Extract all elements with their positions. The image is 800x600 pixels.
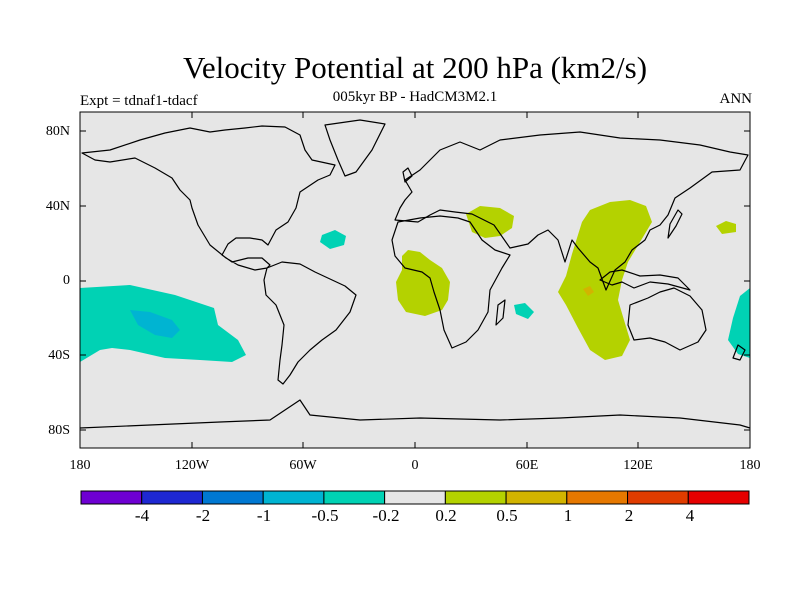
colorbar-label: -2	[195, 506, 211, 525]
colorbar-swatch	[201, 490, 264, 505]
coast-north-america	[81, 125, 336, 271]
colorbar-label: 4	[685, 506, 695, 525]
coast-greenland	[324, 119, 386, 177]
lat-label-40n: 40N	[45, 199, 70, 214]
coast-indonesia	[599, 269, 691, 291]
colorbar-label: 0.5	[496, 506, 518, 525]
colorbar-label: 0.2	[435, 506, 457, 525]
experiment-label: Expt = tdnaf1-tdacf	[80, 93, 198, 109]
region-dateline-southwest-pacific	[728, 288, 750, 358]
coast-eurasia	[394, 131, 749, 291]
coast-antarctica	[79, 399, 751, 429]
colorbar-label: -4	[134, 506, 150, 525]
lat-label-80n: 80N	[45, 124, 70, 139]
colorbar-swatch	[323, 490, 386, 505]
coast-australia	[627, 287, 707, 351]
colorbar-label: -1	[256, 506, 272, 525]
region-south-pacific-core	[130, 310, 180, 338]
colorbar-swatch	[80, 490, 143, 505]
colorbar	[80, 490, 750, 505]
colorbar-label: -0.2	[372, 506, 400, 525]
axis-ticks	[79, 112, 751, 448]
colorbar-label: 2	[624, 506, 634, 525]
lon-label-120e: 120E	[623, 458, 653, 473]
lon-label-60e: 60E	[515, 458, 539, 473]
colorbar-label: -0.5	[311, 506, 339, 525]
plot-title: Velocity Potential at 200 hPa (km2/s)	[182, 50, 648, 85]
lat-label-80s: 80S	[48, 423, 70, 438]
lon-label-0: 0	[411, 458, 419, 473]
colorbar-swatch	[384, 490, 446, 505]
region-arabia	[466, 206, 514, 238]
lon-label-60w: 60W	[289, 458, 317, 473]
plot-subtitle: 005kyr BP - HadCM3M2.1	[332, 89, 498, 105]
anomaly-regions	[80, 200, 750, 362]
coast-japan	[667, 209, 683, 239]
region-northwest-pacific	[716, 221, 736, 234]
lat-label-40s: 40S	[48, 348, 70, 363]
coastlines	[79, 119, 751, 429]
coast-madagascar	[495, 299, 506, 326]
colorbar-label: 1	[563, 506, 573, 525]
region-indian-ocean-core	[583, 286, 594, 296]
region-north-atlantic	[320, 230, 346, 249]
lat-label-0: 0	[63, 273, 70, 288]
colorbar-swatch	[627, 490, 689, 505]
lon-label-180e: 180	[739, 458, 761, 473]
coast-new-zealand	[732, 344, 746, 361]
colorbar-swatch	[444, 490, 507, 505]
coast-africa	[391, 215, 511, 349]
colorbar-swatch	[505, 490, 568, 505]
colorbar-swatch	[141, 490, 203, 505]
region-east-asia-indian-ocean	[558, 200, 652, 360]
colorbar-swatch	[566, 490, 629, 505]
lon-label-120w: 120W	[174, 458, 210, 473]
region-madagascar-east	[514, 303, 534, 319]
colorbar-swatch	[262, 490, 325, 505]
coast-south-america	[263, 261, 357, 385]
season-label: ANN	[719, 91, 753, 107]
colorbar-swatch	[687, 490, 750, 505]
lon-label-180w: 180	[69, 458, 91, 473]
coast-uk	[402, 167, 413, 183]
